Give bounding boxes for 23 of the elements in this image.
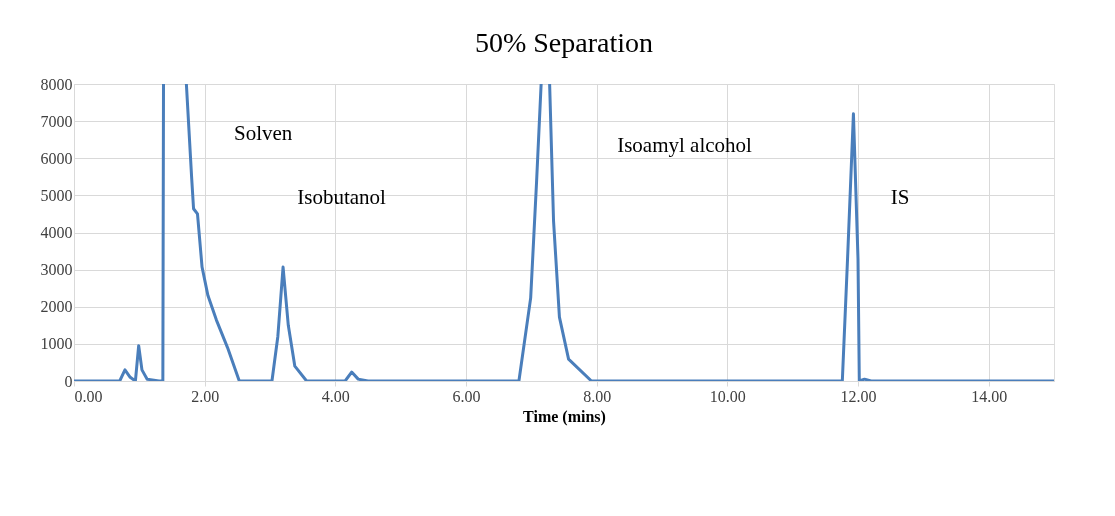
x-tick-label: 4.00 <box>321 387 350 405</box>
x-axis-title: Time (mins) <box>523 407 606 426</box>
x-tick-label: 14.00 <box>971 387 1008 405</box>
annotation: Isobutanol <box>297 185 387 210</box>
y-tick-label: 1000 <box>40 335 73 353</box>
y-tick-label: 5000 <box>40 186 73 204</box>
annotation: Solven <box>233 121 293 146</box>
y-tick-label: 4000 <box>40 224 73 241</box>
y-tick-label: 6000 <box>40 149 73 167</box>
x-tick-label: 6.00 <box>452 387 481 405</box>
x-tick-label: 0.00 <box>74 387 103 405</box>
x-tick-label: 8.00 <box>583 387 612 405</box>
y-tick-label: 8000 <box>40 75 73 93</box>
y-tick-label: 2000 <box>40 298 73 316</box>
x-tick-label: 2.00 <box>191 387 220 405</box>
y-tick-label: 0 <box>64 372 73 390</box>
annotation: Isoamyl alcohol <box>617 133 753 158</box>
y-tick-label: 3000 <box>40 261 73 279</box>
x-tick-label: 12.00 <box>840 387 877 405</box>
y-tick-label: 7000 <box>40 112 73 130</box>
annotation: IS <box>890 185 910 210</box>
x-tick-label: 10.00 <box>709 387 746 405</box>
chart-title: 50% Separation <box>474 27 654 58</box>
